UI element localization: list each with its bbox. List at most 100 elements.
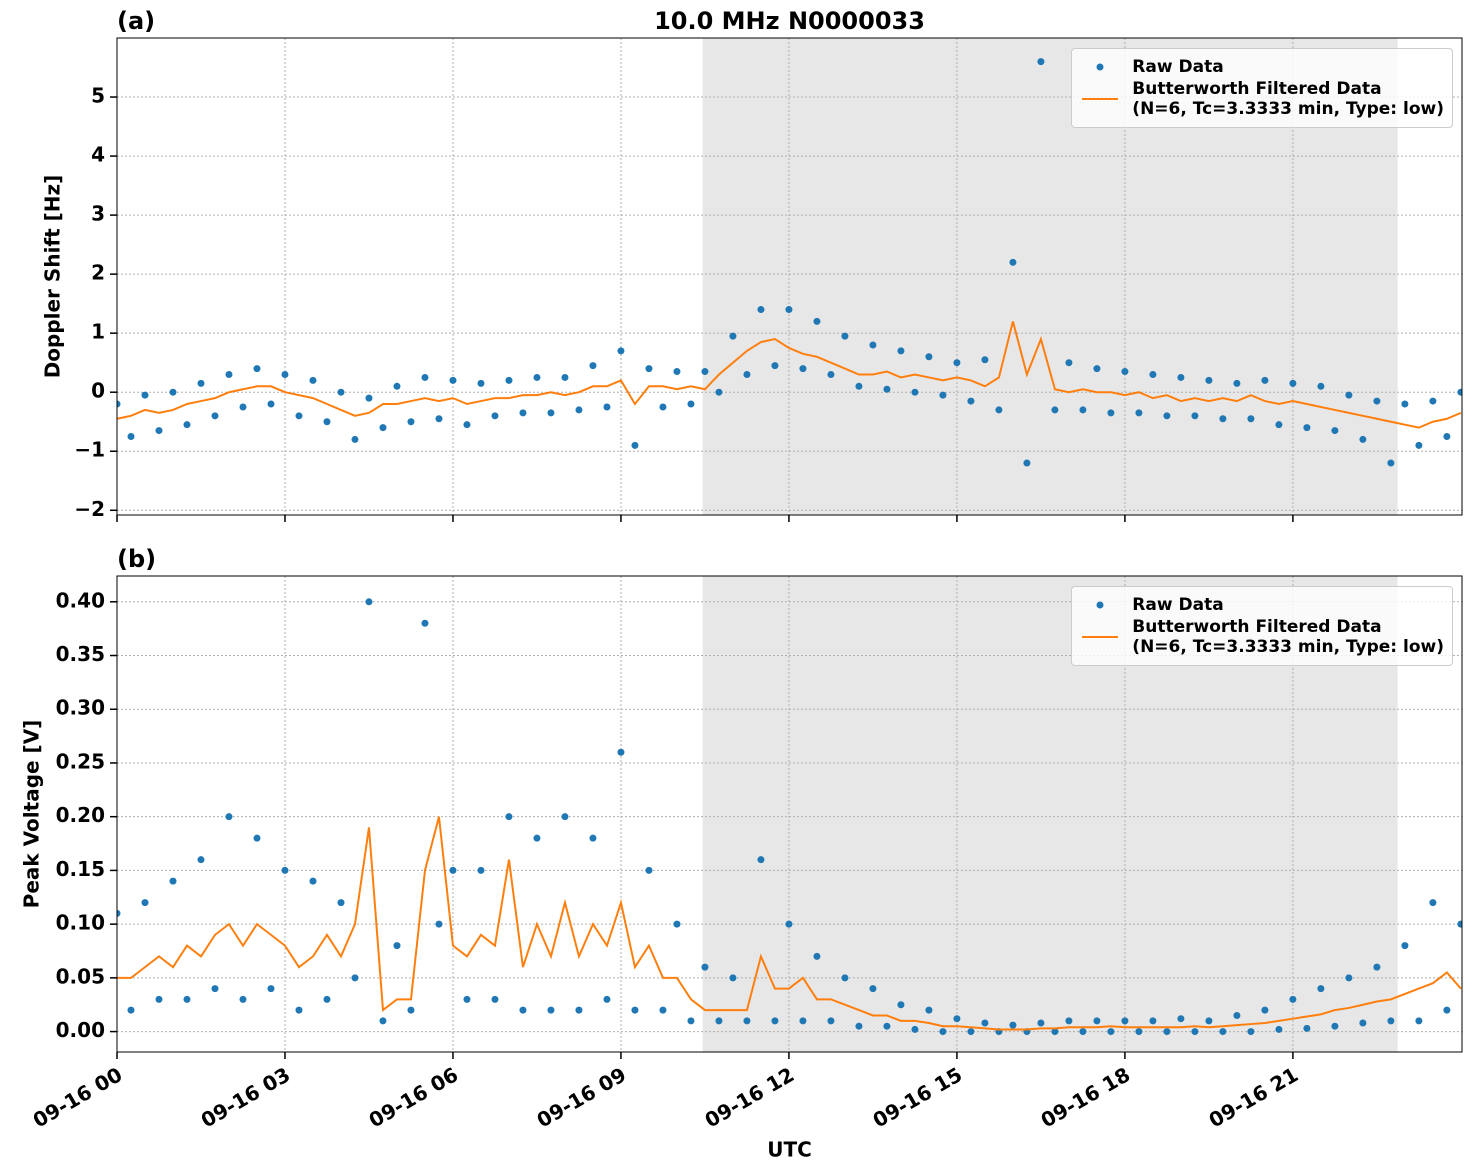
raw-point <box>1289 995 1297 1003</box>
raw-point <box>701 963 709 971</box>
raw-point <box>1247 415 1255 423</box>
legend-item: Butterworth Filtered Data (N=6, Tc=3.333… <box>1080 617 1444 657</box>
legend-symbol <box>1082 98 1119 100</box>
raw-point <box>1177 373 1185 381</box>
raw-point <box>197 379 205 387</box>
raw-point <box>771 1017 779 1025</box>
raw-point <box>673 920 681 928</box>
y-tick-label: 0.10 <box>56 911 105 935</box>
y-tick-label: 3 <box>91 202 105 226</box>
raw-point <box>1331 1022 1339 1030</box>
raw-point <box>1177 1015 1185 1023</box>
chart-title: 10.0 MHz N0000033 <box>654 7 925 35</box>
raw-point <box>799 365 807 373</box>
raw-point <box>757 306 765 314</box>
raw-point <box>1163 1028 1171 1036</box>
raw-point <box>1457 388 1462 396</box>
raw-point <box>1429 899 1437 907</box>
legend: Raw Data Butterworth Filtered Data (N=6, … <box>1071 586 1453 666</box>
raw-point <box>547 1006 555 1014</box>
panel-label: (b) <box>117 545 156 573</box>
raw-point <box>1065 359 1073 367</box>
raw-point <box>127 1006 135 1014</box>
raw-point <box>827 1017 835 1025</box>
legend-symbol <box>1082 636 1119 638</box>
raw-point <box>603 403 611 411</box>
raw-point <box>1107 409 1115 417</box>
raw-point <box>519 1006 527 1014</box>
y-tick-label: 0.05 <box>56 964 105 988</box>
y-tick-label: 0.15 <box>56 857 105 881</box>
raw-point <box>407 1006 415 1014</box>
raw-point <box>141 899 149 907</box>
y-tick-label: 0.00 <box>56 1018 105 1042</box>
raw-point <box>533 373 541 381</box>
raw-point <box>995 406 1003 414</box>
y-tick-label: 4 <box>91 143 105 167</box>
raw-point <box>197 856 205 864</box>
y-tick-label: −2 <box>74 497 105 521</box>
raw-point <box>1009 1021 1017 1029</box>
x-tick-label: 09-16 06 <box>365 1062 463 1132</box>
raw-point <box>743 1017 751 1025</box>
x-tick-label: 09-16 00 <box>29 1062 127 1132</box>
raw-point <box>505 813 513 821</box>
raw-point <box>925 1006 933 1014</box>
raw-point <box>1373 963 1381 971</box>
raw-point <box>337 388 345 396</box>
raw-point <box>617 748 625 756</box>
raw-point <box>463 995 471 1003</box>
raw-point <box>813 952 821 960</box>
x-tick-label: 09-16 03 <box>197 1062 295 1132</box>
raw-point <box>813 317 821 325</box>
raw-point <box>589 362 597 370</box>
raw-point <box>253 834 261 842</box>
raw-point <box>155 427 163 435</box>
raw-point <box>435 415 443 423</box>
x-axis-label: UTC <box>767 1138 812 1162</box>
raw-point <box>1163 412 1171 420</box>
raw-point <box>1051 406 1059 414</box>
legend: Raw Data Butterworth Filtered Data (N=6, … <box>1071 48 1453 128</box>
raw-point <box>169 388 177 396</box>
y-axis-label: Peak Voltage [V] <box>20 720 44 909</box>
raw-point <box>701 368 709 376</box>
raw-point <box>869 341 877 349</box>
raw-point <box>1359 435 1367 443</box>
raw-point <box>1191 1028 1199 1036</box>
legend-marker <box>1096 601 1104 609</box>
raw-point <box>421 373 429 381</box>
raw-point <box>239 403 247 411</box>
raw-point <box>477 379 485 387</box>
raw-point <box>1037 58 1045 66</box>
raw-point <box>117 909 121 917</box>
filtered-line <box>117 321 1462 429</box>
raw-point <box>1275 1025 1283 1033</box>
raw-point <box>827 370 835 378</box>
raw-point <box>1443 1006 1451 1014</box>
axes-frame <box>116 37 1463 516</box>
raw-point <box>547 409 555 417</box>
raw-point <box>1275 421 1283 429</box>
raw-point <box>1303 1024 1311 1032</box>
raw-point <box>393 382 401 390</box>
x-tick-label: 09-16 12 <box>701 1062 799 1132</box>
raw-point <box>1023 459 1031 467</box>
raw-point <box>1373 397 1381 405</box>
raw-point <box>141 391 149 399</box>
raw-point <box>491 995 499 1003</box>
raw-point <box>421 619 429 627</box>
raw-point <box>855 382 863 390</box>
raw-point <box>841 974 849 982</box>
raw-point <box>1401 942 1409 950</box>
x-tick-label: 09-16 18 <box>1037 1062 1135 1132</box>
raw-point <box>715 388 723 396</box>
x-tick-label: 09-16 09 <box>533 1062 631 1132</box>
raw-point <box>449 376 457 384</box>
raw-point <box>897 347 905 355</box>
raw-point <box>939 391 947 399</box>
raw-point <box>1233 379 1241 387</box>
raw-point <box>1387 459 1395 467</box>
raw-point <box>323 995 331 1003</box>
